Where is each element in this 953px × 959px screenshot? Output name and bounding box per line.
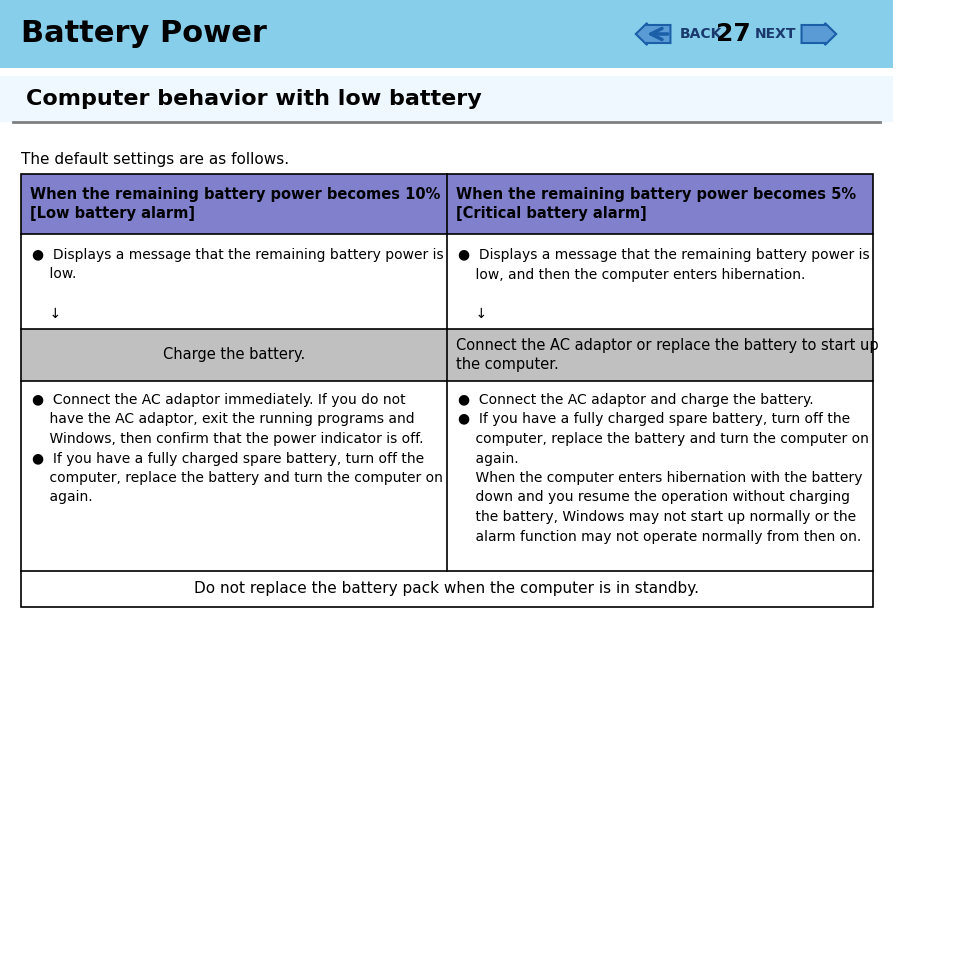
Text: ●  Connect the AC adaptor and charge the battery.
●  If you have a fully charged: ● Connect the AC adaptor and charge the … [457, 393, 868, 544]
Text: ●  Connect the AC adaptor immediately. If you do not
    have the AC adaptor, ex: ● Connect the AC adaptor immediately. If… [31, 393, 442, 504]
Text: 27: 27 [715, 22, 750, 46]
Text: Connect the AC adaptor or replace the battery to start up
the computer.: Connect the AC adaptor or replace the ba… [456, 338, 878, 372]
Text: BACK: BACK [679, 27, 721, 41]
FancyArrow shape [635, 23, 670, 45]
Bar [21, 174, 446, 234]
Text: When the remaining battery power becomes 10%
[Low battery alarm]: When the remaining battery power becomes… [30, 187, 440, 222]
Text: Computer behavior with low battery: Computer behavior with low battery [26, 89, 481, 109]
Text: ●  Displays a message that the remaining battery power is
    low.

    ↓: ● Displays a message that the remaining … [31, 248, 443, 320]
Bar [446, 174, 872, 234]
Bar [446, 329, 872, 381]
Text: NEXT: NEXT [754, 27, 796, 41]
Bar [0, 76, 892, 122]
Bar [21, 174, 872, 607]
Bar [0, 0, 892, 68]
Bar [21, 329, 446, 381]
Text: The default settings are as follows.: The default settings are as follows. [21, 152, 289, 167]
Text: Charge the battery.: Charge the battery. [162, 347, 304, 363]
FancyArrow shape [801, 23, 836, 45]
Text: Battery Power: Battery Power [21, 19, 266, 49]
Text: Do not replace the battery pack when the computer is in standby.: Do not replace the battery pack when the… [194, 581, 699, 596]
Text: ●  Displays a message that the remaining battery power is
    low, and then the : ● Displays a message that the remaining … [457, 248, 868, 320]
Text: When the remaining battery power becomes 5%
[Critical battery alarm]: When the remaining battery power becomes… [456, 187, 855, 222]
